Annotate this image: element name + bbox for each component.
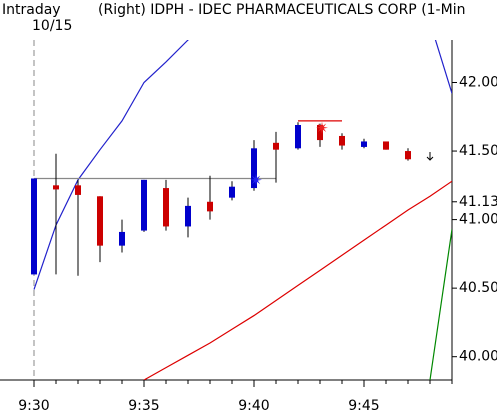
signal-marker: [250, 173, 262, 186]
candle-body: [383, 141, 389, 150]
indicator-line: [143, 180, 452, 380]
candle-body: [405, 151, 411, 160]
chart-date: 10/15: [32, 18, 72, 34]
chart-title: (Right) IDPH - IDEC PHARMACEUTICALS CORP…: [98, 2, 465, 18]
y-tick-label: 42.00: [459, 75, 497, 91]
candle-body: [163, 188, 169, 227]
indicator-line: [429, 229, 452, 380]
y-tick-label: 40.00: [459, 349, 497, 365]
candle-body: [317, 125, 323, 141]
x-tick-label: 9:30: [18, 398, 49, 414]
indicator-line: [33, 40, 452, 290]
candle-body: [273, 142, 279, 150]
candle-body: [53, 185, 59, 190]
x-tick-label: 9:45: [348, 398, 379, 414]
chart-label: Intraday: [2, 2, 61, 18]
last-arrow: [426, 152, 434, 161]
candle-body: [229, 186, 235, 198]
candle-body: [207, 201, 213, 212]
candle-body: [31, 178, 37, 275]
candle-body: [185, 205, 191, 227]
candle-body: [75, 185, 81, 195]
x-tick-label: 9:35: [128, 398, 159, 414]
y-tick-label: 41.00: [459, 212, 497, 228]
plot: [31, 40, 452, 380]
candle-body: [251, 148, 257, 189]
candle-body: [97, 196, 103, 246]
y-tick-label: 40.50: [459, 280, 497, 296]
x-tick-label: 9:40: [238, 398, 269, 414]
candle-body: [141, 179, 147, 231]
y-tick-label: 41.50: [459, 143, 497, 159]
signal-marker: [316, 121, 328, 134]
y-tick-label: 41.13: [459, 194, 497, 210]
candle-body: [295, 125, 301, 149]
candle-body: [339, 135, 345, 146]
candle-body: [361, 141, 367, 147]
candle-body: [119, 231, 125, 246]
